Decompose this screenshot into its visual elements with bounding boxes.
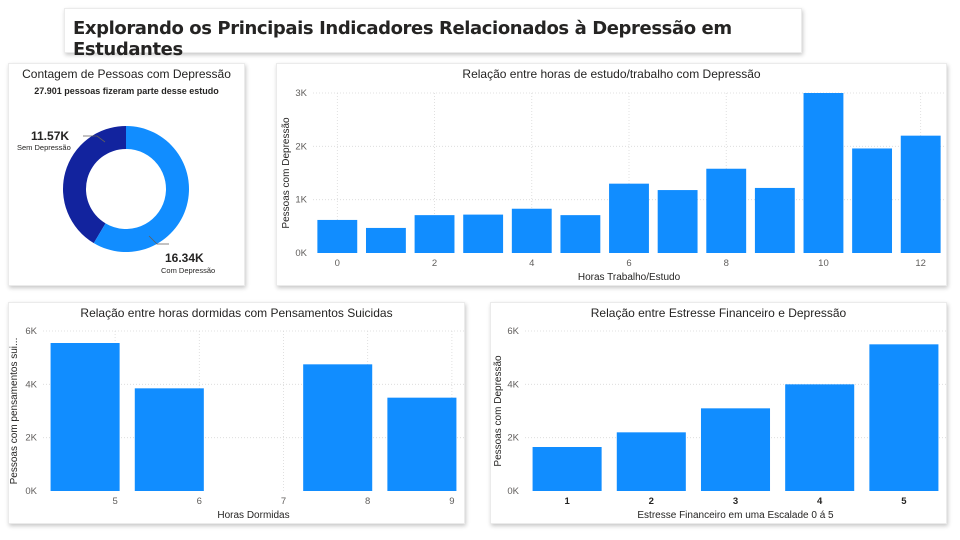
report-title: Explorando os Principais Indicadores Rel…: [73, 18, 732, 60]
sleep-hours-chart-panel[interactable]: Relação entre horas dormidas com Pensame…: [8, 302, 465, 524]
y-tick-label: 6K: [507, 326, 519, 337]
study-hours-chart-panel[interactable]: Relação entre horas de estudo/trabalho c…: [276, 63, 947, 286]
x-tick-label: 9: [449, 496, 454, 507]
y-tick-label: 2K: [507, 433, 519, 444]
bar-2[interactable]: [616, 432, 686, 491]
x-tick-label: 6: [626, 258, 631, 269]
sem-category-label: Sem Depressão: [17, 143, 71, 152]
bar-10[interactable]: [803, 93, 844, 253]
study-hours-chart-title: Relação entre horas de estudo/trabalho c…: [462, 67, 761, 81]
x-tick-label: 3: [733, 496, 738, 507]
x-tick-label: 6: [197, 496, 202, 507]
y-tick-label: 0K: [295, 248, 307, 259]
bar-9[interactable]: [754, 187, 795, 253]
x-tick-label: 1: [564, 496, 570, 507]
y-axis-title: Pessoas com Depressão: [281, 117, 292, 229]
sem-value-label: 11.57K: [31, 129, 69, 143]
report-title-box: Explorando os Principais Indicadores Rel…: [64, 8, 802, 60]
bar-7[interactable]: [657, 190, 698, 253]
bar-5[interactable]: [869, 344, 939, 491]
x-tick-label: 5: [112, 496, 117, 507]
x-tick-label: 12: [915, 258, 926, 269]
y-tick-label: 0K: [25, 486, 37, 497]
y-tick-label: 3K: [295, 88, 307, 99]
financial-stress-chart-title: Relação entre Estresse Financeiro e Depr…: [590, 306, 847, 320]
y-tick-label: 2K: [295, 141, 307, 152]
bar-5[interactable]: [560, 215, 601, 253]
x-tick-label: 5: [901, 496, 907, 507]
bar-0[interactable]: [317, 219, 358, 253]
study-hours-chart-svg: 0K 1K 2K 3K 0 2 4 6 8 10 12 Horas Trabalho/Estudo Pe…: [281, 88, 945, 283]
bar-11[interactable]: [852, 148, 893, 253]
bar-2[interactable]: [414, 215, 455, 253]
bar-4[interactable]: [785, 384, 855, 491]
com-leader-line: [148, 235, 169, 245]
bar-1[interactable]: [365, 227, 406, 253]
donut-chart-svg: 11.57K Sem Depressão 16.34K Com Depressã…: [17, 126, 215, 275]
x-axis-title: Horas Trabalho/Estudo: [578, 272, 681, 283]
y-axis-title: Pessoas com pensamentos sui...: [9, 338, 20, 485]
bar-3[interactable]: [700, 408, 771, 491]
x-tick-label: 10: [818, 258, 829, 269]
donut-chart-panel[interactable]: Contagem de Pessoas com Depressão 27.901…: [8, 63, 245, 286]
x-tick-label: 4: [817, 496, 823, 507]
bar-5[interactable]: [50, 343, 120, 491]
bar-1[interactable]: [532, 447, 602, 491]
y-axis-title: Pessoas com Depressão: [493, 355, 504, 467]
x-tick-label: 8: [365, 496, 370, 507]
y-tick-label: 2K: [25, 433, 37, 444]
x-tick-label: 0: [335, 258, 340, 269]
sleep-hours-chart-svg: 0K 2K 4K 6K 5 6 7 8 9 Horas Dormidas Pessoas com p…: [9, 326, 464, 521]
y-tick-label: 0K: [507, 486, 519, 497]
donut-chart-title: Contagem de Pessoas com Depressão: [22, 67, 231, 81]
x-tick-label: 4: [529, 258, 534, 269]
sem-leader-line: [83, 135, 106, 143]
x-tick-label: 2: [649, 496, 654, 507]
x-tick-label: 2: [432, 258, 437, 269]
x-tick-label: 8: [724, 258, 729, 269]
bar-6[interactable]: [609, 183, 649, 253]
donut-chart-subtitle: 27.901 pessoas fizeram parte desse estud…: [34, 86, 219, 96]
bar-4[interactable]: [511, 208, 552, 253]
bar-6[interactable]: [134, 388, 204, 491]
y-tick-label: 1K: [295, 195, 307, 206]
donut-slice-sem-depressao[interactable]: [62, 126, 126, 244]
bar-3[interactable]: [463, 214, 504, 253]
bar-8[interactable]: [706, 168, 747, 253]
financial-stress-chart-svg: 0K 2K 4K 6K 1 2 3 4 5 Estresse Financeiro em uma …: [493, 326, 946, 521]
donut-slice-com-depressao[interactable]: [93, 126, 189, 252]
bar-12[interactable]: [900, 135, 941, 253]
com-value-label: 16.34K: [165, 251, 204, 265]
x-tick-label: 7: [281, 496, 286, 507]
y-tick-label: 4K: [25, 379, 37, 390]
bar-9[interactable]: [387, 397, 457, 491]
com-category-label: Com Depressão: [161, 266, 215, 275]
y-tick-label: 6K: [25, 326, 37, 337]
bar-8[interactable]: [303, 364, 373, 491]
x-axis-title: Horas Dormidas: [217, 510, 289, 521]
y-tick-label: 4K: [507, 379, 519, 390]
financial-stress-chart-panel[interactable]: Relação entre Estresse Financeiro e Depr…: [490, 302, 947, 524]
sleep-hours-chart-title: Relação entre horas dormidas com Pensame…: [80, 306, 393, 320]
x-axis-title: Estresse Financeiro em uma Escalade 0 á …: [637, 510, 834, 521]
